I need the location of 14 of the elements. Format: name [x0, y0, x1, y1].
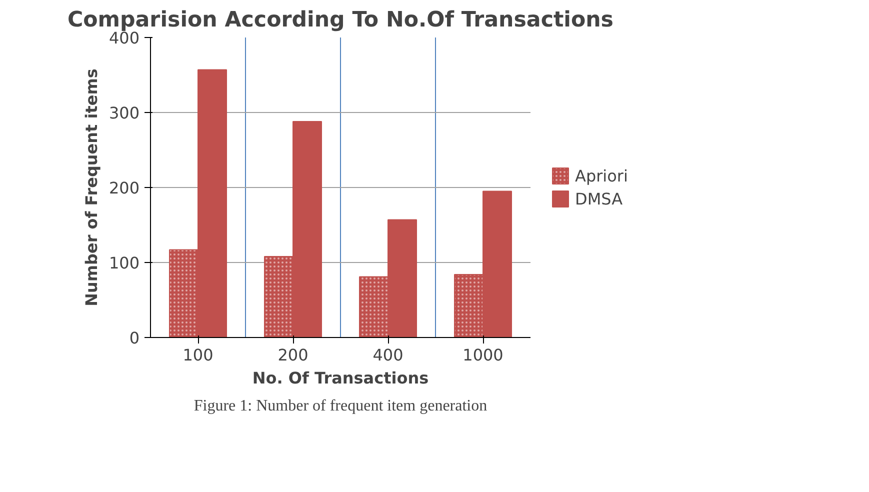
y-axis-title: Number of Frequent items — [82, 68, 101, 306]
legend-label: DMSA — [575, 189, 623, 208]
legend-label: Apriori — [575, 166, 628, 185]
x-tick-label: 200 — [278, 346, 308, 364]
x-tick-label: 1000 — [462, 346, 504, 364]
x-tick-label: 100 — [182, 346, 214, 364]
x-axis-title: No. Of Transactions — [252, 368, 429, 388]
x-tick-label: 400 — [372, 346, 404, 364]
y-tick-label: 300 — [108, 104, 140, 122]
chart-title: Comparision According To No.Of Transactions — [68, 8, 614, 32]
y-tick-label: 0 — [129, 328, 140, 348]
caption: Figure 1: Number of frequent item generation — [194, 398, 488, 414]
y-tick-label: 100 — [108, 254, 140, 272]
y-tick-label: 200 — [108, 178, 140, 198]
